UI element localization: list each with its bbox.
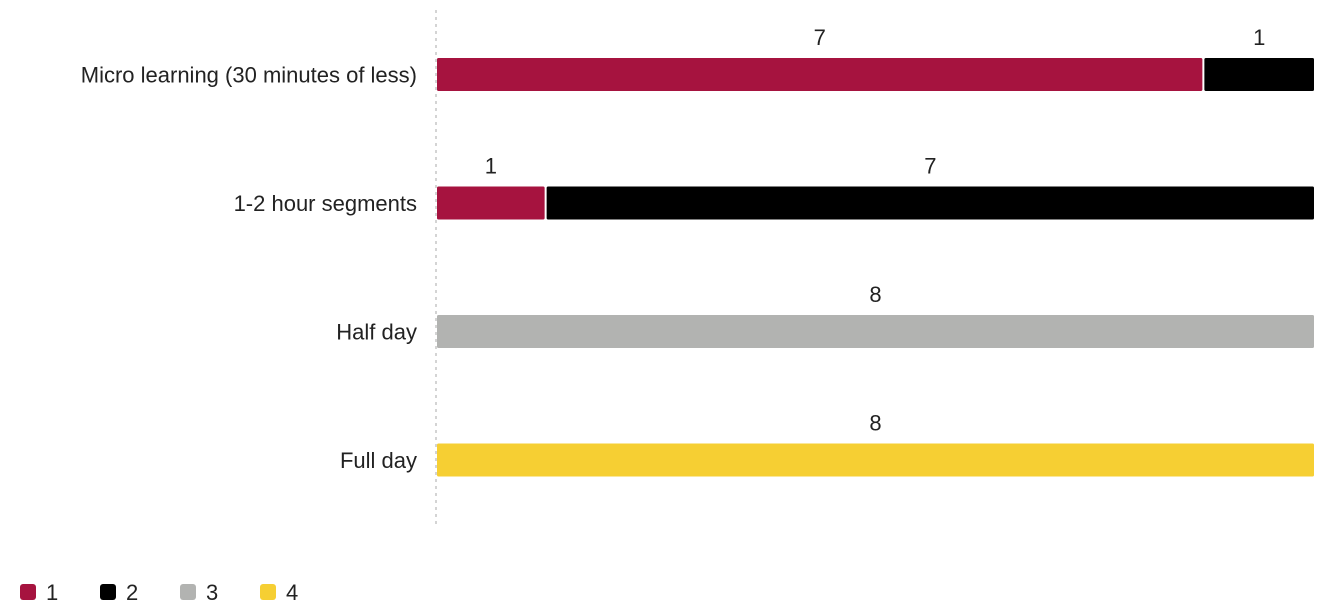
bar-segment [437, 186, 545, 220]
legend-swatch [20, 584, 36, 600]
bar-segment [546, 186, 1314, 220]
legend: 1 2 3 4 [20, 580, 298, 605]
bar-segment [437, 315, 1314, 348]
bar-segment [437, 58, 1203, 91]
legend-swatch [180, 584, 196, 600]
bar-segment [1204, 58, 1314, 91]
data-label: 8 [869, 282, 881, 307]
category-label: 1-2 hour segments [234, 191, 417, 216]
category-labels: Micro learning (30 minutes of less) 1-2 h… [81, 63, 417, 474]
legend-swatch [260, 584, 276, 600]
data-label: 1 [1253, 25, 1265, 50]
category-label: Half day [336, 320, 417, 345]
category-label: Full day [340, 448, 417, 473]
legend-label: 3 [206, 580, 218, 605]
legend-swatch [100, 584, 116, 600]
data-label: 1 [485, 154, 497, 179]
data-label: 7 [814, 25, 826, 50]
data-label: 7 [924, 154, 936, 179]
legend-label: 2 [126, 580, 138, 605]
category-label: Micro learning (30 minutes of less) [81, 63, 417, 88]
legend-label: 4 [286, 580, 298, 605]
bar-segment [437, 443, 1314, 477]
legend-label: 1 [46, 580, 58, 605]
data-label: 8 [869, 411, 881, 436]
bars [437, 58, 1314, 477]
data-labels: 7 1 1 7 8 8 [485, 25, 1266, 436]
